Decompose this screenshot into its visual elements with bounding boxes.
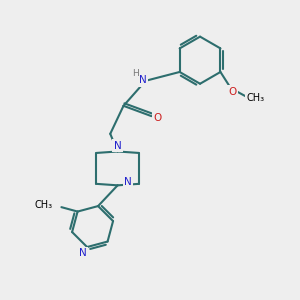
- Text: N: N: [124, 177, 132, 188]
- Text: N: N: [79, 248, 87, 258]
- Text: CH₃: CH₃: [34, 200, 52, 210]
- Text: O: O: [153, 112, 161, 123]
- Text: CH₃: CH₃: [246, 94, 264, 103]
- Text: O: O: [228, 87, 236, 97]
- Text: H: H: [132, 69, 139, 78]
- Text: N: N: [140, 75, 147, 85]
- Text: N: N: [114, 141, 122, 151]
